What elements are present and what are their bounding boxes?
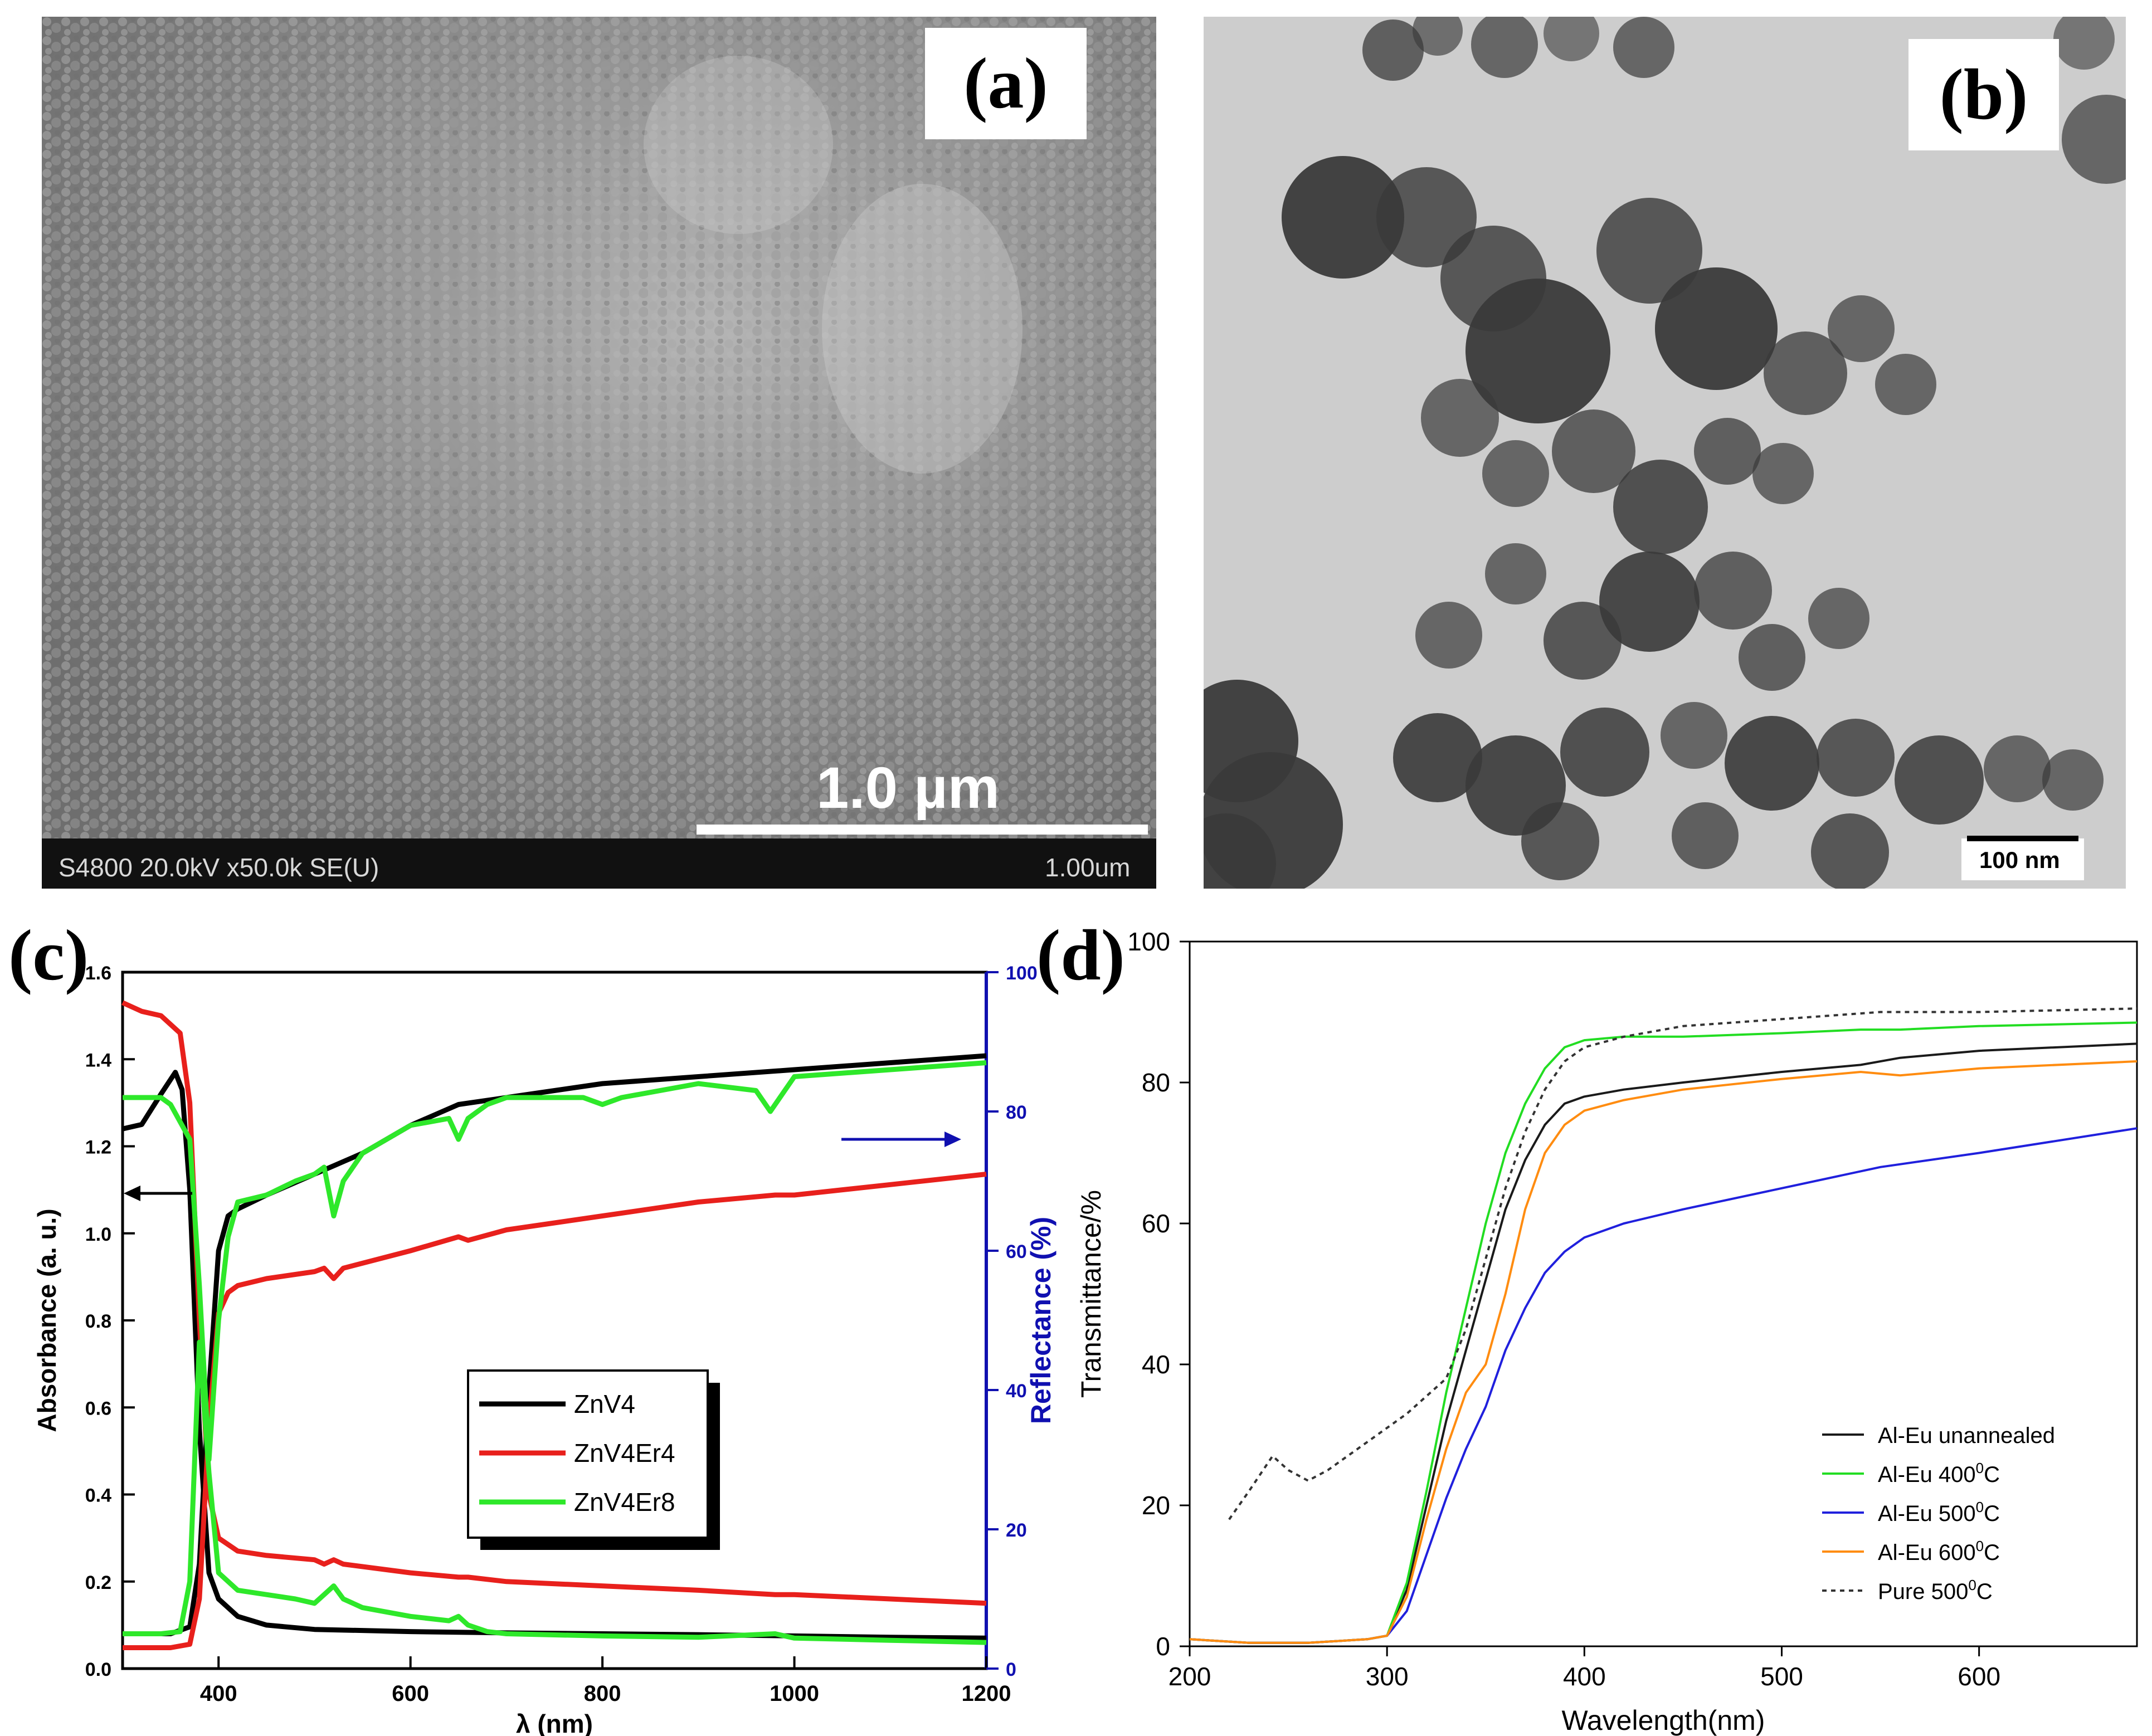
chart-c-arrowhead-reflectance bbox=[944, 1132, 961, 1147]
chart-c-ytick-label: 0.4 bbox=[85, 1485, 111, 1506]
chart-c-xtick-label: 400 bbox=[200, 1681, 237, 1706]
chart-c-ytick-label: 1.2 bbox=[85, 1137, 111, 1158]
chart-d-ytick-label: 40 bbox=[1142, 1350, 1170, 1379]
chart-c-ytick-label: 0.0 bbox=[85, 1659, 111, 1680]
chart-d-legend-superscript: 0 bbox=[1976, 1499, 1984, 1515]
chart-c-arrowhead-absorbance bbox=[124, 1186, 140, 1201]
chart-c-ytick-label: 0.8 bbox=[85, 1311, 111, 1332]
chart-c-y2tick-label: 40 bbox=[1006, 1381, 1027, 1402]
chart-c-legend-label: ZnV4 bbox=[574, 1389, 635, 1418]
chart-c-xlabel: λ (nm) bbox=[516, 1709, 593, 1736]
chart-d-legend-unit: C bbox=[1976, 1579, 1993, 1604]
sem-micrograph: (a) 1.0 µm S4800 20.0kV x50.0k SE(U) 1.0… bbox=[42, 17, 1156, 889]
chart-d-series-line bbox=[1189, 1127, 2138, 1644]
chart-c-series-line bbox=[121, 1000, 987, 1606]
sem-footer-info: S4800 20.0kV x50.0k SE(U) bbox=[59, 853, 379, 882]
chart-d-xtick-label: 600 bbox=[1958, 1662, 2000, 1691]
chart-d-ytick-label: 80 bbox=[1142, 1068, 1170, 1097]
chart-d-legend-label: Al-Eu unannealed bbox=[1878, 1423, 2055, 1448]
panel-label-c: (c) bbox=[8, 915, 89, 996]
scale-bar bbox=[697, 825, 1148, 835]
chart-c-xtick-label: 1000 bbox=[770, 1681, 819, 1706]
chart-c-ytick-label: 0.2 bbox=[85, 1572, 111, 1593]
chart-c-xtick-label: 800 bbox=[584, 1681, 621, 1706]
scale-bar-label: 1.0 µm bbox=[816, 755, 1000, 821]
sem-texture bbox=[42, 17, 1156, 889]
chart-c-ytick-label: 1.0 bbox=[85, 1224, 111, 1245]
chart-c-y2tick-label: 20 bbox=[1006, 1520, 1027, 1541]
chart-c-legend-label: ZnV4Er8 bbox=[574, 1488, 675, 1516]
chart-d-legend-unit: C bbox=[1984, 1501, 2000, 1526]
panel-label-d: (d) bbox=[1036, 915, 1125, 996]
chart-c-series-line bbox=[123, 1060, 987, 1462]
chart-d-xtick-label: 300 bbox=[1366, 1662, 1409, 1691]
chart-d-legend-label: Al-Eu 4000C bbox=[1878, 1460, 2000, 1487]
chart-d-xtick-label: 400 bbox=[1563, 1662, 1606, 1691]
chart-d-ylabel: Transmittance/% bbox=[1075, 1190, 1107, 1398]
chart-c-xtick-label: 1200 bbox=[962, 1681, 1011, 1706]
chart-d-xtick-label: 200 bbox=[1168, 1662, 1211, 1691]
tem-scale-bar-label: 100 nm bbox=[1979, 847, 2060, 873]
chart-c-legend-label: ZnV4Er4 bbox=[574, 1438, 675, 1467]
chart-c-series-line bbox=[123, 1172, 987, 1650]
chart-c-series-line bbox=[121, 1070, 987, 1641]
chart-c-xtick-label: 600 bbox=[392, 1681, 429, 1706]
chart-d-series-line bbox=[1228, 1007, 2138, 1520]
chart-d-legend-superscript: 0 bbox=[1968, 1577, 1976, 1593]
chart-d-legend-label: Al-Eu 5000C bbox=[1878, 1499, 2000, 1526]
panel-label-a: (a) bbox=[925, 28, 1087, 139]
chart-d-legend-label: Pure 5000C bbox=[1878, 1577, 1993, 1604]
chart-c-y2tick-label: 80 bbox=[1006, 1102, 1027, 1123]
chart-d-legend-unit: C bbox=[1984, 1540, 2000, 1565]
chart-d-ytick-label: 0 bbox=[1156, 1632, 1170, 1661]
tem-particles bbox=[1204, 17, 2126, 889]
chart-d-ytick-label: 20 bbox=[1142, 1491, 1170, 1520]
chart-c-y2tick-label: 0 bbox=[1006, 1659, 1016, 1680]
tem-micrograph: (b) 100 nm bbox=[1204, 17, 2126, 889]
chart-d-ytick-label: 60 bbox=[1142, 1209, 1170, 1238]
chart-c-ylabel: Absorbance (a. u.) bbox=[32, 1208, 61, 1432]
chart-c-y2tick-label: 60 bbox=[1006, 1241, 1027, 1262]
chart-d-ytick-label: 100 bbox=[1127, 927, 1170, 956]
chart-c-y2label: Reflectance (%) bbox=[1025, 1217, 1056, 1424]
panel-label-b: (b) bbox=[1908, 39, 2059, 150]
chart-c-y2tick-label: 100 bbox=[1006, 963, 1038, 984]
chart-c-ytick-label: 1.4 bbox=[85, 1050, 111, 1071]
chart-d-legend-superscript: 0 bbox=[1976, 1460, 1984, 1476]
sem-footer-scale: 1.00um bbox=[1045, 853, 1131, 882]
chart-d-xtick-label: 500 bbox=[1760, 1662, 1803, 1691]
chart-d-legend-label: Al-Eu 6000C bbox=[1878, 1538, 2000, 1565]
chart-c-ytick-label: 1.6 bbox=[85, 963, 111, 984]
chart-d-frame bbox=[1189, 940, 2138, 1647]
chart-d-legend-superscript: 0 bbox=[1976, 1538, 1984, 1554]
chart-d-legend-unit: C bbox=[1984, 1462, 2000, 1487]
chart-c-ytick-label: 0.6 bbox=[85, 1398, 111, 1419]
chart-d-series-line bbox=[1189, 1060, 2138, 1644]
chart-d-xlabel: Wavelength(nm) bbox=[1562, 1705, 1765, 1736]
